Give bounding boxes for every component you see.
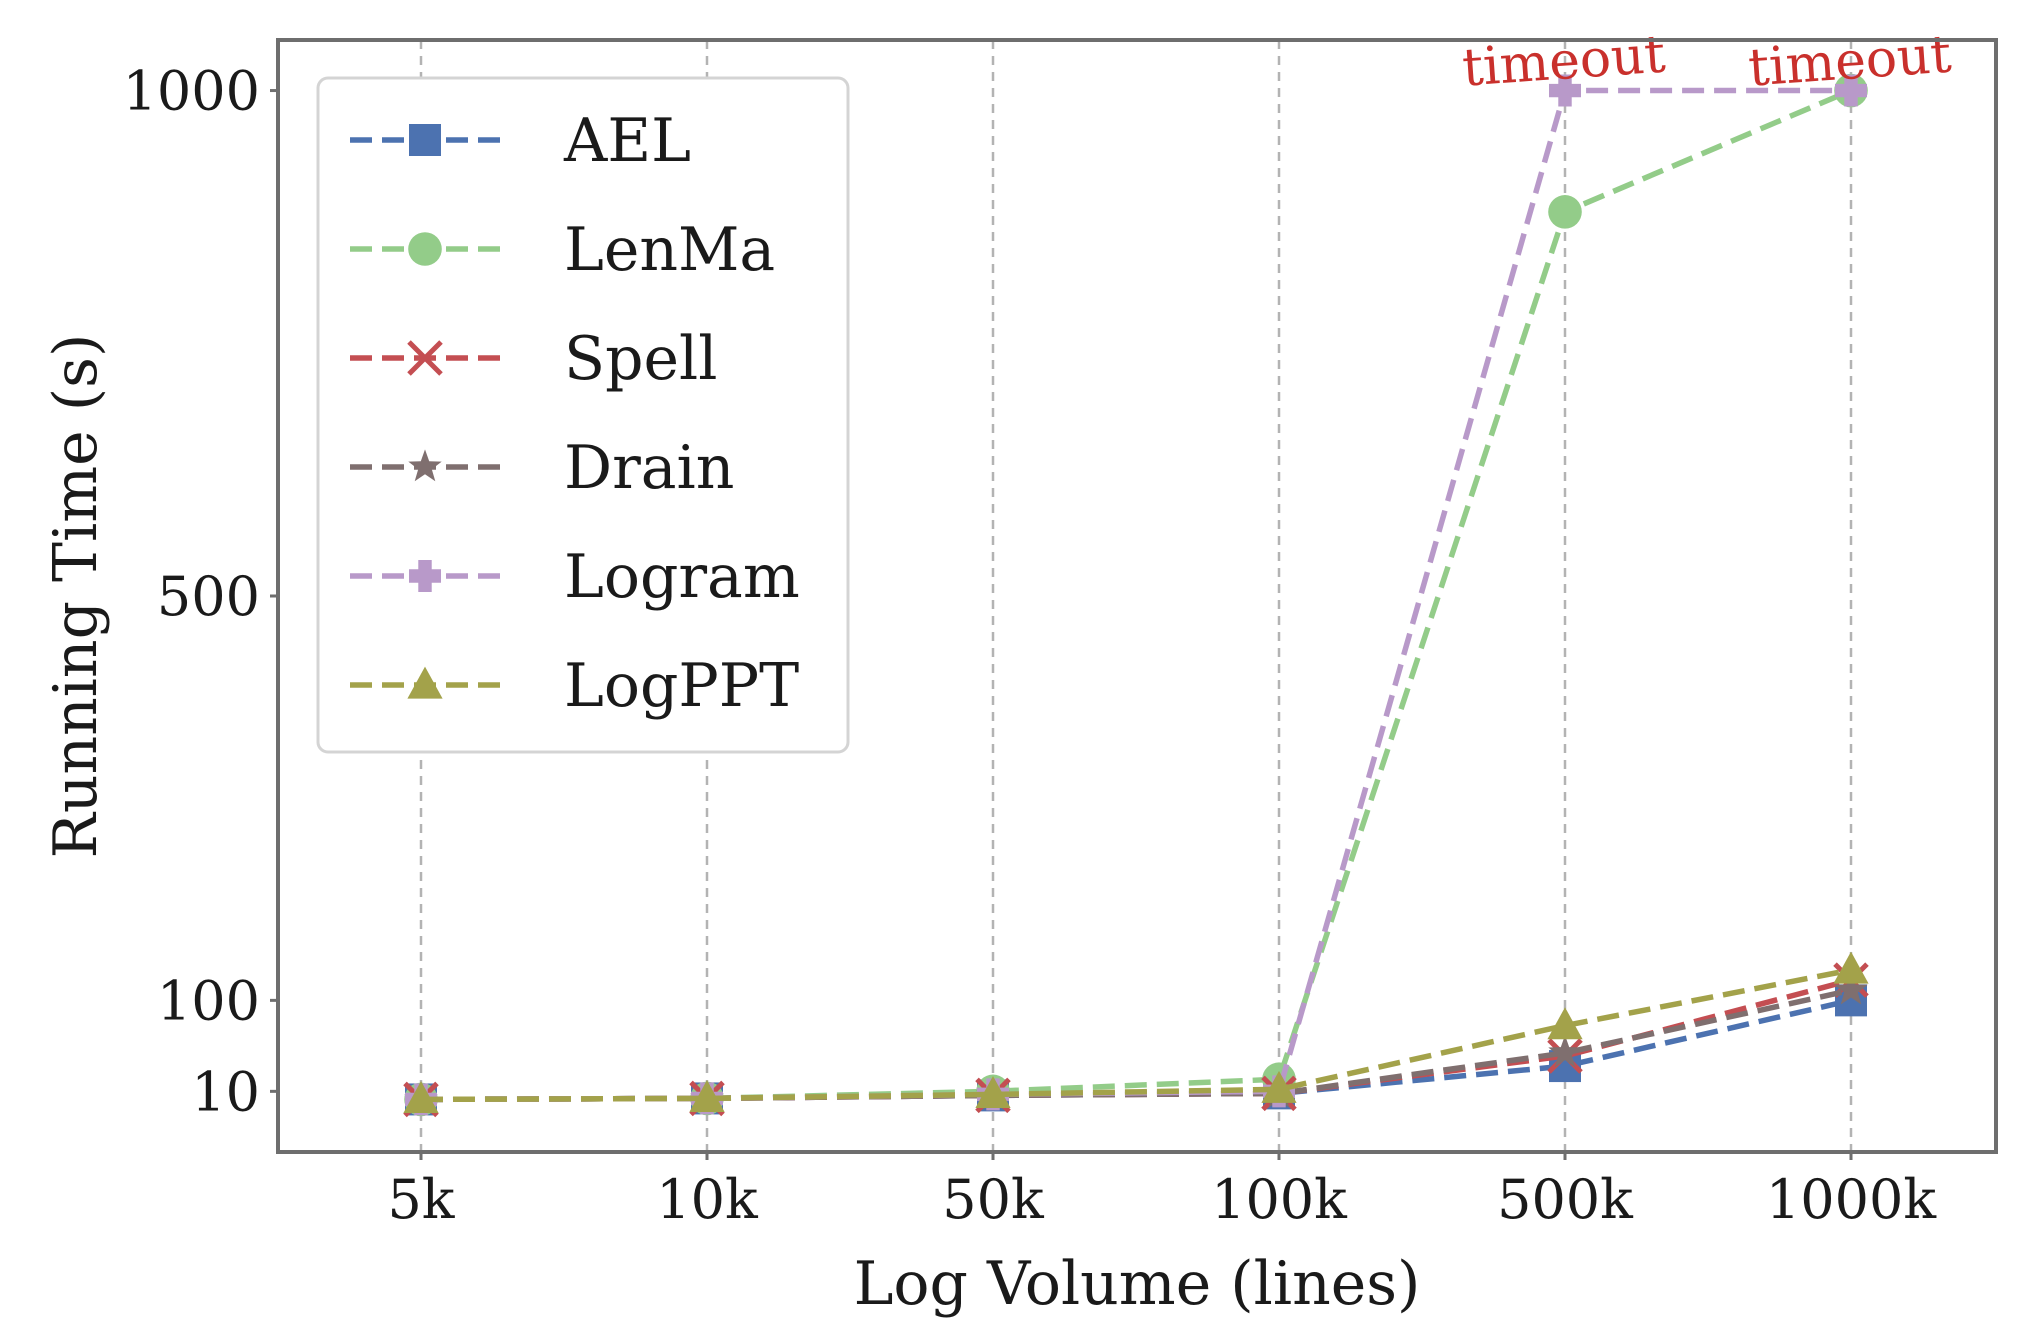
series-line-logppt <box>420 967 1852 1103</box>
y-tick-label: 1000 <box>123 60 260 123</box>
y-axis-ticks: 10 100 500 1000 <box>123 60 278 1123</box>
data-point-logppt <box>1833 951 1869 984</box>
y-tick-label: 10 <box>191 1060 260 1123</box>
x-tick-label: 10k <box>656 1168 759 1231</box>
legend-marker <box>407 340 443 376</box>
data-point-drain <box>1834 972 1868 1005</box>
x-tick-label: 50k <box>942 1168 1045 1231</box>
legend-label: AEL <box>563 106 691 176</box>
legend-label: LogPPT <box>564 651 799 721</box>
legend-item-spell: Spell <box>350 324 717 394</box>
data-point-drain <box>1548 1035 1582 1068</box>
x-axis-label: Log Volume (lines) <box>854 1249 1421 1319</box>
series-lines <box>403 73 1869 1118</box>
data-point-logppt <box>1547 1007 1583 1040</box>
data-point-logram <box>1549 74 1581 107</box>
x-tick-label: 100k <box>1211 1168 1348 1231</box>
legend-item-drain: Drain <box>350 433 734 503</box>
legend-marker <box>409 560 441 592</box>
data-point-logppt <box>689 1080 725 1113</box>
legend-marker <box>407 666 443 699</box>
legend-item-logppt: LogPPT <box>350 651 799 721</box>
data-point-lenma <box>1548 195 1582 229</box>
x-axis-ticks: 5k 10k 50k 100k 500k 1000k <box>387 1152 1937 1231</box>
legend-marker <box>409 124 441 156</box>
legend-marker <box>408 449 442 482</box>
data-point-logppt <box>403 1081 439 1114</box>
legend-item-logram: Logram <box>350 542 800 612</box>
legend-items: AEL LenMa Spell Drain Logram LogPPT <box>350 106 800 721</box>
y-tick-label: 100 <box>157 969 260 1032</box>
series-logppt <box>403 951 1869 1114</box>
legend: AEL LenMa Spell Drain Logram LogPPT <box>316 76 850 754</box>
data-point-logram <box>1835 74 1867 107</box>
data-point-logppt <box>975 1075 1011 1108</box>
legend-label: Logram <box>564 542 800 612</box>
x-tick-label: 5k <box>387 1168 455 1231</box>
timeout-annotation: timeout <box>1460 25 1667 99</box>
legend-label: LenMa <box>564 215 775 285</box>
x-tick-label: 1000k <box>1766 1168 1937 1231</box>
legend-item-lenma: LenMa <box>350 215 775 285</box>
y-tick-label: 500 <box>157 565 260 628</box>
data-point-logppt <box>1261 1070 1297 1103</box>
annotations: timeout timeout <box>1460 25 1953 99</box>
legend-marker <box>408 232 442 266</box>
timeout-annotation: timeout <box>1746 25 1953 99</box>
x-tick-label: 500k <box>1497 1168 1634 1231</box>
legend-item-ael: AEL <box>350 106 691 176</box>
legend-label: Drain <box>564 433 734 503</box>
legend-label: Spell <box>564 324 717 394</box>
y-axis-label: Running Time (s) <box>41 334 111 859</box>
